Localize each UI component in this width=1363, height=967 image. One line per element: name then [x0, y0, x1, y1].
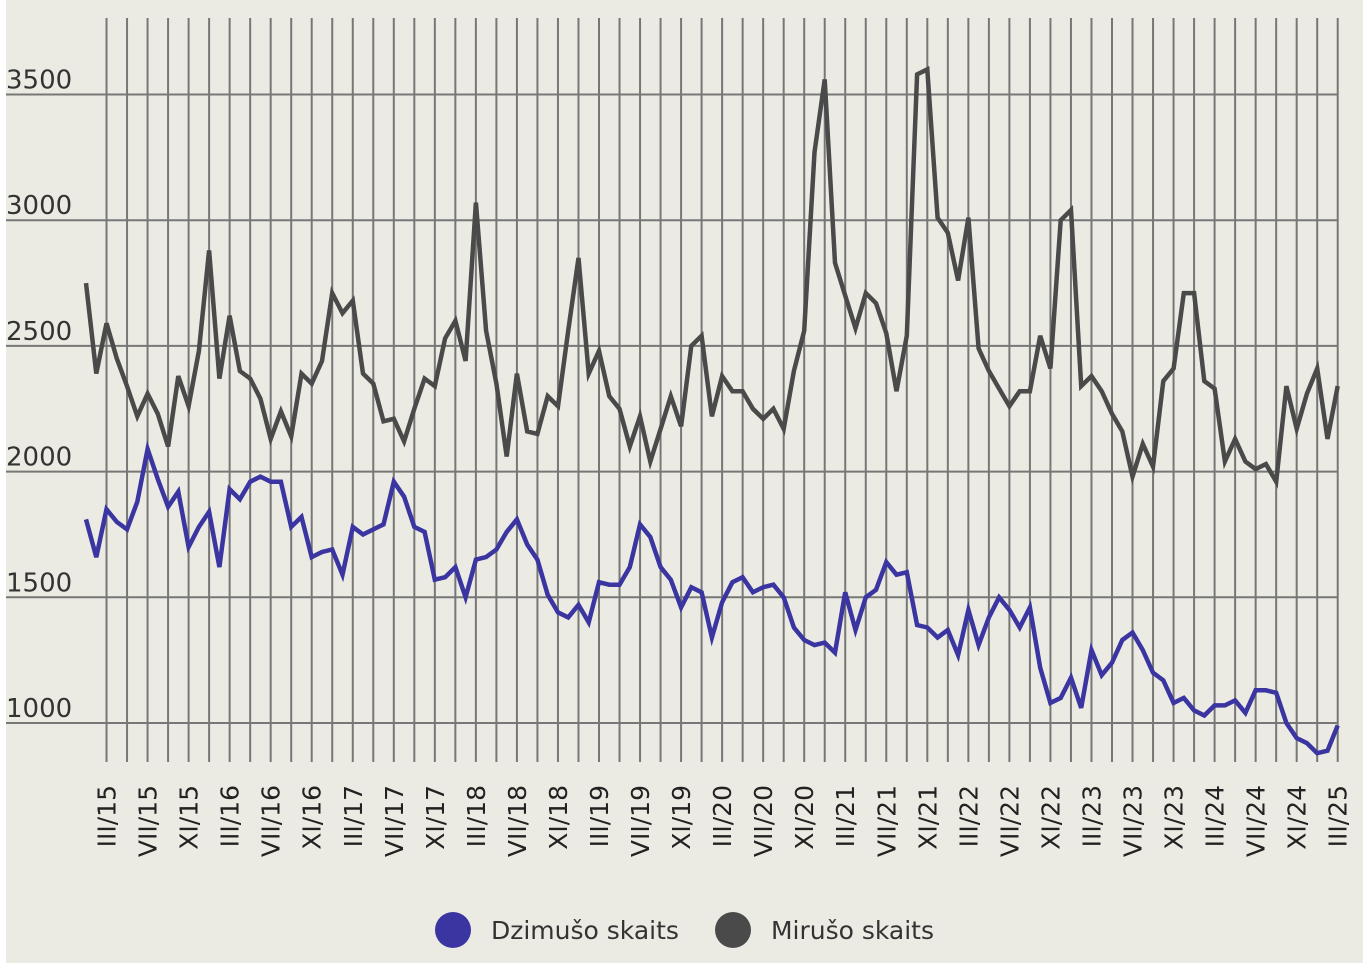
x-tick-label: III/18	[462, 785, 491, 847]
y-tick-label: 2000	[6, 443, 72, 473]
x-tick-label: III/23	[1077, 785, 1106, 847]
series-layer	[83, 65, 1340, 756]
x-tick-label: XI/17	[421, 785, 450, 850]
x-tick-label: VII/22	[995, 785, 1024, 857]
x-tick-label: VII/15	[134, 785, 163, 857]
horizontal-gridlines	[6, 93, 1337, 724]
births-swatch-icon	[434, 912, 471, 948]
x-tick-label: VII/17	[380, 785, 409, 857]
x-tick-label: VII/18	[503, 785, 532, 857]
x-tick-label: III/16	[216, 785, 245, 847]
x-tick-label: III/15	[93, 785, 122, 847]
x-tick-label: VII/19	[626, 785, 655, 857]
x-tick-label: III/20	[708, 785, 737, 847]
y-axis-tick-labels: 1000 1500 2000 2500 3000 3500	[6, 66, 72, 725]
y-tick-label: 2500	[6, 317, 72, 347]
y-tick-label: 3000	[6, 191, 72, 221]
chart-area: 1000 1500 2000 2500 3000 3500 III/15 VII/15 XI/…	[6, 0, 1363, 963]
legend-label-deaths: Mirušo skaits	[770, 915, 934, 945]
y-tick-label: 3500	[6, 66, 72, 96]
x-axis-tick-labels: III/15 VII/15 XI/15 III/16 VII/16 XI/16 III/17…	[93, 785, 1353, 857]
x-tick-label: XI/16	[298, 785, 327, 850]
x-tick-label: XI/22	[1036, 785, 1065, 850]
y-tick-label: 1000	[6, 694, 72, 724]
x-tick-label: III/21	[831, 785, 860, 847]
legend: Dzimušo skaits Mirušo skaits	[6, 912, 1363, 948]
x-tick-label: XI/15	[175, 785, 204, 850]
x-tick-label: XI/21	[913, 785, 942, 850]
x-tick-label: XI/19	[667, 785, 696, 850]
x-tick-label: VII/16	[257, 785, 286, 857]
y-tick-label: 1500	[6, 568, 72, 598]
legend-item-deaths: Mirušo skaits	[714, 912, 934, 948]
x-tick-label: XI/24	[1283, 785, 1312, 850]
line-chart: 1000 1500 2000 2500 3000 3500 III/15 VII/15 XI/…	[6, 18, 1353, 857]
x-tick-label: VII/24	[1242, 785, 1271, 857]
x-tick-label: VII/20	[749, 785, 778, 857]
x-tick-label: III/17	[339, 785, 368, 847]
x-tick-label: VII/23	[1119, 785, 1148, 857]
series-line-deaths	[83, 65, 1340, 489]
x-tick-label: III/25	[1324, 785, 1353, 847]
x-tick-label: XI/18	[544, 785, 573, 850]
legend-item-births: Dzimušo skaits	[434, 912, 679, 948]
series-line-births	[83, 440, 1340, 756]
legend-label-births: Dzimušo skaits	[490, 915, 679, 945]
x-tick-label: XI/20	[790, 785, 819, 850]
x-tick-label: III/24	[1201, 785, 1230, 847]
x-tick-label: III/19	[585, 785, 614, 847]
vertical-gridlines	[105, 18, 1339, 762]
x-tick-label: XI/23	[1160, 785, 1189, 850]
deaths-swatch-icon	[714, 912, 751, 948]
x-tick-label: VII/21	[872, 785, 901, 857]
x-tick-label: III/22	[954, 785, 983, 847]
